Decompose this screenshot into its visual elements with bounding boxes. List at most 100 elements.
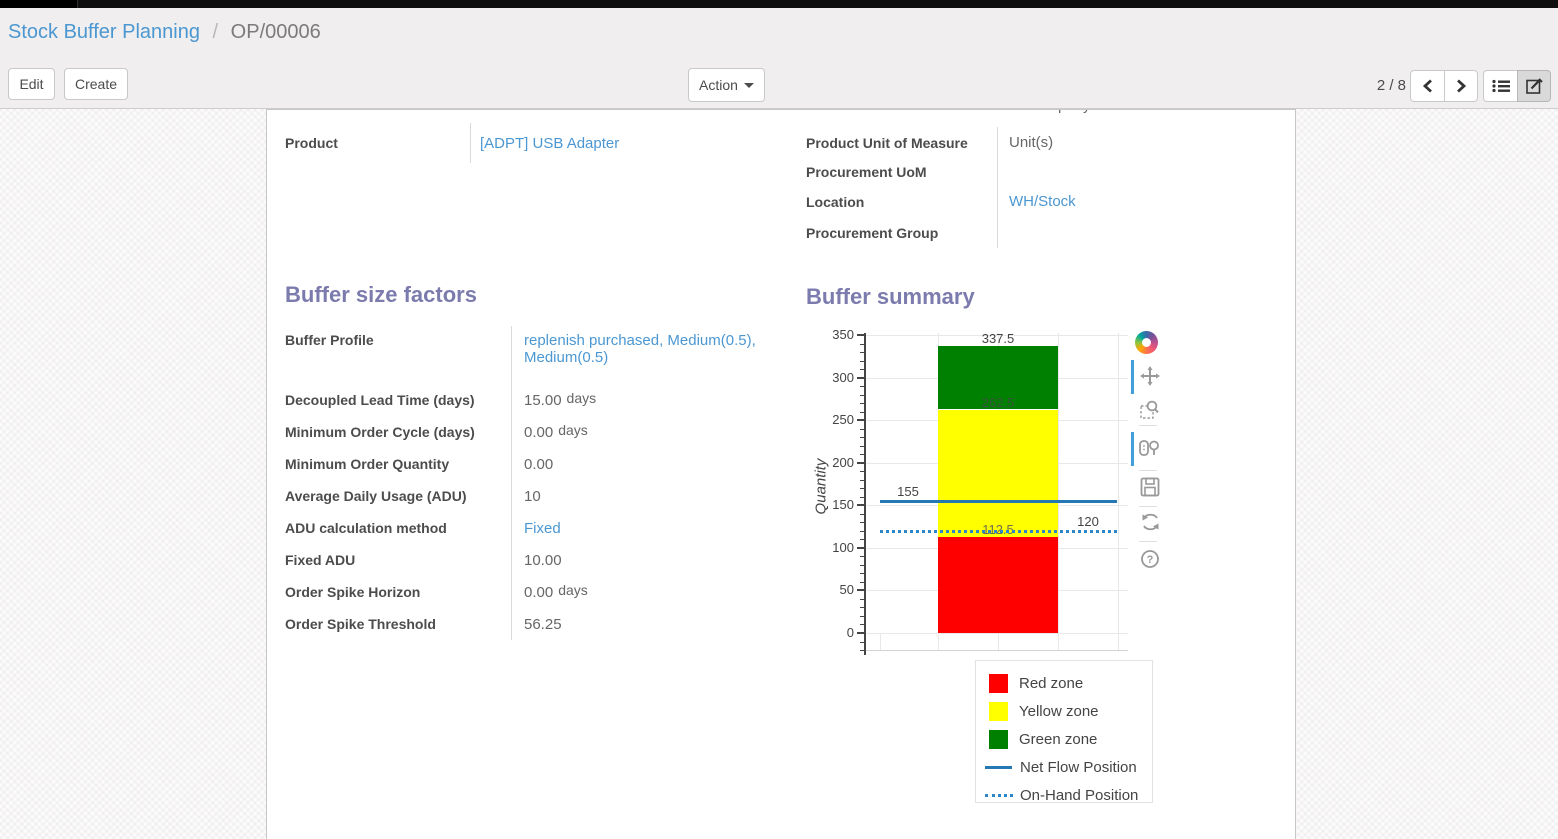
form-view-button[interactable]	[1517, 70, 1551, 102]
field-value: 56.25	[524, 615, 562, 633]
pager-previous-button[interactable]	[1410, 70, 1444, 102]
legend-label: On-Hand Position	[1020, 786, 1139, 804]
section-title-buffer-summary: Buffer summary	[806, 284, 975, 309]
modebar-active-indicator	[1131, 360, 1134, 394]
help-icon: ?	[1141, 550, 1159, 568]
dotted-line-swatch	[985, 793, 1013, 797]
field-unit: days	[558, 422, 588, 438]
red-swatch	[989, 673, 1008, 693]
pan-tool-button[interactable]	[1139, 365, 1161, 387]
chart-y-axis-title: Quantity	[812, 458, 830, 515]
field-group-left: Product [ADPT] USB Adapter	[285, 123, 765, 163]
clipped-row-fragment: pany	[1007, 110, 1247, 114]
reset-axes-button[interactable]	[1139, 511, 1161, 533]
field-row-dlt: Decoupled Lead Time (days) 15.00 days	[285, 384, 787, 416]
list-view-button[interactable]	[1483, 70, 1517, 102]
field-label: Product Unit of Measure	[806, 134, 968, 151]
field-value: 0.00	[524, 455, 554, 473]
field-row-buffer-profile: Buffer Profile replenish purchased, Medi…	[285, 326, 787, 384]
yellow-swatch	[989, 701, 1008, 721]
field-label: Decoupled Lead Time (days)	[285, 392, 475, 408]
help-button[interactable]: ?	[1139, 548, 1161, 570]
field-label: Product	[285, 135, 338, 151]
field-value: 0.00	[524, 423, 554, 441]
chevron-right-icon	[1457, 79, 1467, 93]
legend-item-on-hand[interactable]: On-Hand Position	[976, 781, 1152, 809]
pan-icon	[1140, 366, 1160, 386]
product-link[interactable]: [ADPT] USB Adapter	[480, 134, 620, 152]
green-swatch	[989, 729, 1008, 749]
reset-axes-icon	[1142, 513, 1158, 531]
pager-next-button[interactable]	[1444, 70, 1478, 102]
chart-legend: Red zone Yellow zone Green zone Net Flow…	[975, 660, 1153, 804]
field-value: 10	[524, 487, 541, 505]
zoom-box-icon	[1140, 400, 1159, 419]
modebar-separator	[1139, 506, 1157, 507]
field-group-factors: Buffer Profile replenish purchased, Medi…	[285, 326, 787, 640]
field-row-spike-threshold: Order Spike Threshold 56.25	[285, 608, 787, 640]
modebar-separator	[1139, 425, 1157, 426]
field-label: Buffer Profile	[285, 332, 374, 348]
field-row-adu-method: ADU calculation method Fixed	[285, 512, 787, 544]
field-label: Order Spike Horizon	[285, 584, 421, 600]
field-row-location: Location WH/Stock	[806, 186, 1295, 217]
legend-label: Yellow zone	[1019, 702, 1099, 720]
field-row-fixed-adu: Fixed ADU 10.00	[285, 544, 787, 576]
chevron-left-icon	[1422, 79, 1432, 93]
download-plot-button[interactable]	[1139, 476, 1161, 498]
box-zoom-tool-button[interactable]	[1139, 398, 1161, 420]
modebar-separator	[1139, 541, 1157, 542]
location-link[interactable]: WH/Stock	[1009, 193, 1076, 210]
control-panel: Stock Buffer Planning / OP/00006 Edit Cr…	[0, 8, 1558, 109]
breadcrumb-parent-link[interactable]: Stock Buffer Planning	[8, 21, 200, 43]
legend-item-red-zone[interactable]: Red zone	[976, 669, 1152, 697]
solid-line-swatch	[985, 765, 1012, 769]
breadcrumb-separator: /	[212, 21, 219, 43]
field-value: 10.00	[524, 551, 562, 569]
adu-method-link[interactable]: Fixed	[524, 519, 561, 537]
field-value: 0.00	[524, 583, 554, 601]
plotly-logo-icon[interactable]	[1135, 331, 1158, 354]
form-view-icon	[1525, 78, 1543, 94]
legend-label: Red zone	[1019, 674, 1084, 692]
action-dropdown-button[interactable]: Action	[688, 68, 765, 102]
compare-hover-button[interactable]	[1138, 438, 1160, 460]
field-row-uom: Product Unit of Measure Unit(s)	[806, 127, 1295, 158]
modebar-separator	[1139, 470, 1157, 471]
field-value: Unit(s)	[1009, 134, 1054, 151]
field-row-procurement-group: Procurement Group	[806, 217, 1295, 248]
save-disk-icon	[1140, 477, 1160, 497]
legend-item-yellow-zone[interactable]: Yellow zone	[976, 697, 1152, 725]
field-row-min-order-cycle: Minimum Order Cycle (days) 0.00 days	[285, 416, 787, 448]
field-row-spike-horizon: Order Spike Horizon 0.00 days	[285, 576, 787, 608]
edit-button[interactable]: Edit	[8, 68, 55, 100]
breadcrumb-current: OP/00006	[230, 21, 321, 43]
field-unit: days	[558, 582, 588, 598]
field-label: Location	[806, 193, 865, 210]
buffer-profile-link[interactable]: replenish purchased, Medium(0.5), Medium…	[524, 332, 756, 366]
field-unit: days	[566, 390, 597, 406]
field-row-procurement-uom: Procurement UoM	[806, 158, 1295, 186]
field-group-right: Product Unit of Measure Unit(s) Procurem…	[806, 127, 1295, 248]
field-row-min-order-qty: Minimum Order Quantity 0.00	[285, 448, 787, 480]
legend-item-green-zone[interactable]: Green zone	[976, 725, 1152, 753]
top-navbar	[0, 0, 1558, 8]
field-label: ADU calculation method	[285, 520, 447, 536]
breadcrumb: Stock Buffer Planning / OP/00006	[8, 21, 321, 44]
modebar-active-indicator	[1131, 432, 1134, 466]
legend-label: Green zone	[1019, 730, 1098, 748]
compare-data-icon	[1139, 440, 1159, 456]
legend-item-net-flow[interactable]: Net Flow Position	[976, 753, 1152, 781]
create-button[interactable]: Create	[64, 68, 128, 100]
pager-counter: 2 / 8	[1376, 77, 1406, 94]
field-label: Procurement UoM	[806, 164, 927, 180]
pager-nav-group	[1410, 70, 1478, 102]
field-label: Procurement Group	[806, 224, 939, 241]
field-label: Order Spike Threshold	[285, 616, 436, 632]
svg-text:?: ?	[1147, 554, 1154, 566]
field-label: Minimum Order Cycle (days)	[285, 424, 475, 440]
field-label: Fixed ADU	[285, 552, 356, 568]
top-navbar-menu-stub[interactable]	[0, 0, 78, 8]
caret-down-icon	[743, 83, 754, 88]
